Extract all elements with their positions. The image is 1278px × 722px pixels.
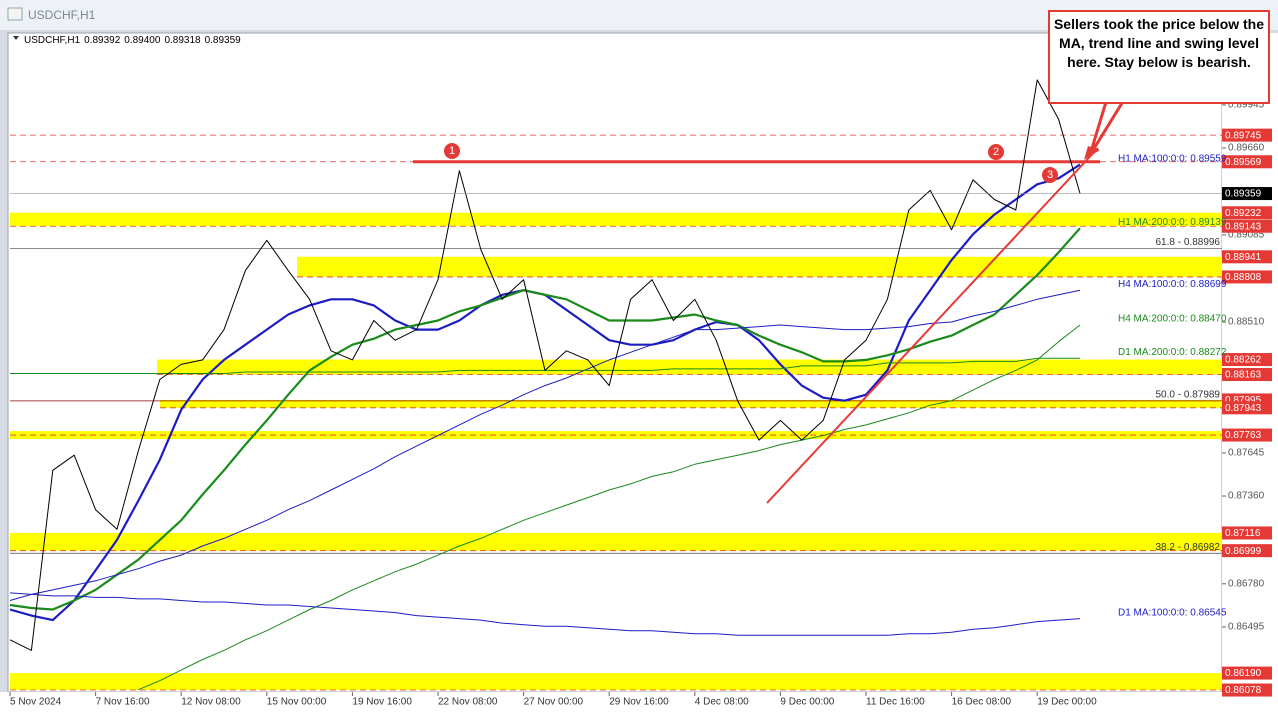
open: 0.89392 [84, 35, 121, 46]
price-tag-label: 0.86999 [1225, 546, 1262, 557]
time-axis [0, 692, 1278, 722]
x-tick-label: 16 Dec 08:00 [952, 697, 1012, 708]
marker-label: 3 [1047, 169, 1053, 181]
zone [157, 359, 1222, 375]
labels: 0.89945 0.89660 0.89085 0.88510 0.87645 0.873… [9, 100, 1272, 708]
y-tick-label: 0.87645 [1228, 448, 1265, 459]
price-tag [1222, 526, 1272, 540]
x-tick-label: 27 Nov 00:00 [524, 697, 584, 708]
ma-label: H1 MA:100:0:0: 0.89559 [1118, 153, 1227, 164]
lines [9, 79, 1222, 691]
price-tag-label: 0.87116 [1225, 528, 1261, 539]
x-tick-label: 5 Nov 2024 [10, 697, 62, 708]
y-tick-label: 0.89945 [1228, 100, 1265, 111]
marker-label: 2 [993, 146, 999, 158]
symbol: USDCHF,H1 [24, 35, 81, 46]
price-tag-label: 0.86190 [1225, 668, 1262, 679]
window-icon [7, 7, 23, 21]
price-tag [1222, 155, 1272, 169]
price-tag-label: 0.87943 [1225, 403, 1262, 414]
low: 0.89318 [164, 35, 201, 46]
price-tag [1222, 683, 1272, 697]
window-title: USDCHF,H1 [28, 8, 96, 22]
x-tick-label: 15 Nov 00:00 [267, 697, 327, 708]
ma-label: H4 MA:100:0:0: 0.88699 [1118, 279, 1227, 290]
trend-line [766, 147, 1099, 504]
price-tag [1222, 368, 1272, 382]
price-tag-label: 0.86078 [1225, 685, 1262, 696]
price-tag-label: 0.88163 [1225, 370, 1262, 381]
x-tick-label: 19 Nov 16:00 [352, 697, 412, 708]
x-tick-label: 12 Nov 08:00 [181, 697, 241, 708]
y-tick-label: 0.87360 [1228, 491, 1265, 502]
zone [10, 532, 1222, 551]
ma-line [9, 592, 1081, 636]
price-tag-label: 0.89143 [1225, 221, 1262, 232]
price-tag [1222, 270, 1272, 284]
price-tag [1222, 544, 1272, 558]
fib-label: 38.2 - 0.86982 [1156, 542, 1221, 553]
price-tag-label: 0.88262 [1225, 355, 1262, 366]
x-tick-label: 9 Dec 00:00 [780, 697, 834, 708]
price-tag [1222, 401, 1272, 415]
header-arrow [13, 36, 19, 40]
ma-label: H1 MA:200:0:0: 0.89139 [1118, 217, 1227, 228]
y-tick-label: 0.89660 [1228, 143, 1265, 154]
price-tag-label: 0.89232 [1225, 208, 1262, 219]
y-tick-label: 0.88510 [1228, 317, 1265, 328]
x-tick-label: 4 Dec 08:00 [695, 697, 749, 708]
price-tag [1222, 250, 1272, 264]
price-tag [1222, 353, 1272, 367]
price-tag [1222, 428, 1272, 442]
price-tag-label: 0.88808 [1225, 272, 1262, 283]
price-tag-label: 0.87763 [1225, 430, 1262, 441]
price-tag-label: 0.89569 [1225, 157, 1262, 168]
price-tag [1222, 187, 1272, 201]
zone [160, 399, 1222, 408]
price-tag-label: 0.88941 [1225, 252, 1262, 263]
callout: Sellers took the price below the MA, tre… [1048, 10, 1270, 104]
price-tag-label: 0.87995 [1225, 395, 1262, 406]
marker [1042, 167, 1058, 183]
ma-label: D1 MA:100:0:0: 0.86545 [1118, 607, 1227, 618]
price-tag-label: 0.89745 [1225, 130, 1262, 141]
ma-line [138, 324, 1081, 691]
ma-label: H4 MA:200:0:0: 0.88470 [1118, 314, 1227, 325]
x-tick-label: 7 Nov 16:00 [96, 697, 150, 708]
ma-label: D1 MA:200:0:0: 0.88272 [1118, 347, 1227, 358]
fib-label: 50.0 - 0.87989 [1156, 390, 1221, 401]
fib-label: 61.8 - 0.88996 [1156, 237, 1221, 248]
zone [10, 212, 1222, 227]
x-tick-label: 19 Dec 00:00 [1037, 697, 1097, 708]
zone [297, 256, 1222, 277]
y-tick-label: 0.86495 [1228, 622, 1265, 633]
x-tick-label: 29 Nov 16:00 [609, 697, 669, 708]
price-tag-label: 0.89359 [1225, 189, 1262, 200]
high: 0.89400 [124, 35, 161, 46]
ma-line [9, 289, 1081, 601]
marker-label: 1 [449, 145, 455, 157]
y-tick-label: 0.86780 [1228, 578, 1265, 589]
arrow-head [1084, 146, 1100, 160]
x-tick-label: 11 Dec 16:00 [866, 697, 925, 708]
price-tag [1222, 128, 1272, 142]
quote-header: USDCHF,H1 0.89392 0.89400 0.89318 0.89359 [24, 35, 241, 46]
y-tick-label: 0.89085 [1228, 230, 1265, 241]
marker [988, 144, 1004, 160]
price-tag [1222, 219, 1272, 233]
marker [444, 143, 460, 159]
ma-line [9, 227, 1081, 611]
price-tag [1222, 206, 1272, 220]
price-line [9, 79, 1081, 651]
close: 0.89359 [205, 35, 242, 46]
zone [10, 673, 1222, 691]
price-tag [1222, 666, 1272, 680]
x-tick-label: 22 Nov 08:00 [438, 697, 498, 708]
